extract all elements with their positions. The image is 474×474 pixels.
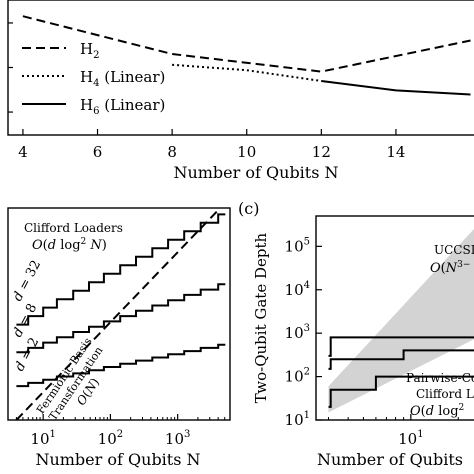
br-xtick-label: 101 xyxy=(398,429,423,448)
bl-annot-d8: d = 8 xyxy=(10,301,40,340)
bl-annot-d32: d = 32 xyxy=(10,258,44,304)
br-plot-frame xyxy=(315,215,474,421)
br-ylabel: Two-Qubit Gate Depth xyxy=(252,232,270,403)
top-xtick-label: 10 xyxy=(237,143,256,161)
bl-annot-fermionic-group: Fermionic Basis Transformation O(N) xyxy=(34,335,105,423)
br-series xyxy=(328,228,474,413)
bl-series-line xyxy=(16,283,226,354)
br-annot-pairwise: Pairwise-Con xyxy=(406,371,474,385)
br-ytick-label: 105 xyxy=(285,236,310,255)
bl-xlabel: Number of Qubits N xyxy=(35,450,200,469)
br-annot-complexity: O(d log2 xyxy=(410,403,464,419)
bl-xtick-label: 102 xyxy=(98,429,123,448)
top-xtick-label: 6 xyxy=(93,143,103,161)
top-xtick-label: 4 xyxy=(18,143,28,161)
top-series-line xyxy=(172,63,322,82)
bl-series-line xyxy=(16,213,226,326)
bl-xtick-label: 101 xyxy=(30,429,55,448)
bl-xtick-label: 103 xyxy=(165,429,190,448)
br-panel-label: (c) xyxy=(238,199,259,218)
top-plot-frame xyxy=(7,0,474,136)
top-xtick-label: 14 xyxy=(386,143,405,161)
br-annot-clifford: Clifford Lo xyxy=(416,387,474,401)
legend-label-h4: H4 (Linear) xyxy=(80,68,165,89)
br-xticks: 101 xyxy=(327,414,459,448)
bottom-left-panel: 101 102 103 Number of Qubits N Clifford Lo… xyxy=(7,207,231,469)
bottom-right-panel: (c) 101 102 103 104 105 101 Number of Qubits… xyxy=(238,199,474,469)
br-band xyxy=(328,228,474,413)
bl-annot-d2: d = 2 xyxy=(12,335,42,374)
br-ytick-label: 103 xyxy=(285,323,310,342)
br-series-line xyxy=(328,349,474,370)
top-xtick-label: 12 xyxy=(312,143,331,161)
top-series xyxy=(22,15,471,96)
top-panel: 4 6 8 10 12 14 Number of Qubits N H2 H4 (Line… xyxy=(7,0,474,182)
bl-series-line xyxy=(16,343,226,388)
top-series-line xyxy=(22,15,471,73)
top-xlabel: Number of Qubits N xyxy=(173,163,338,182)
br-ytick-label: 101 xyxy=(285,410,310,429)
br-series-line xyxy=(328,336,474,357)
br-ytick-label: 102 xyxy=(285,367,310,386)
bl-annot-complexity: O(d log2 N) xyxy=(32,237,107,253)
top-legend: H2 H4 (Linear) H6 (Linear) xyxy=(22,40,165,117)
legend-label-h2: H2 xyxy=(80,40,99,61)
bl-xticks: 101 102 103 xyxy=(15,414,226,448)
top-xticks: 4 6 8 10 12 14 xyxy=(8,22,405,161)
bl-plot-frame xyxy=(7,207,231,421)
br-series-line xyxy=(328,375,474,408)
top-xtick-label: 8 xyxy=(167,143,177,161)
bl-series-line xyxy=(15,209,219,421)
br-xlabel: Number of Qubits xyxy=(317,450,463,469)
bl-annot-clifford-loaders: Clifford Loaders xyxy=(24,221,123,235)
bl-series xyxy=(15,209,226,421)
top-series-line xyxy=(321,80,471,96)
br-ytick-label: 104 xyxy=(285,280,310,299)
legend-label-h6: H6 (Linear) xyxy=(80,96,165,117)
br-annot-uccsd: UCCSI xyxy=(434,243,474,257)
